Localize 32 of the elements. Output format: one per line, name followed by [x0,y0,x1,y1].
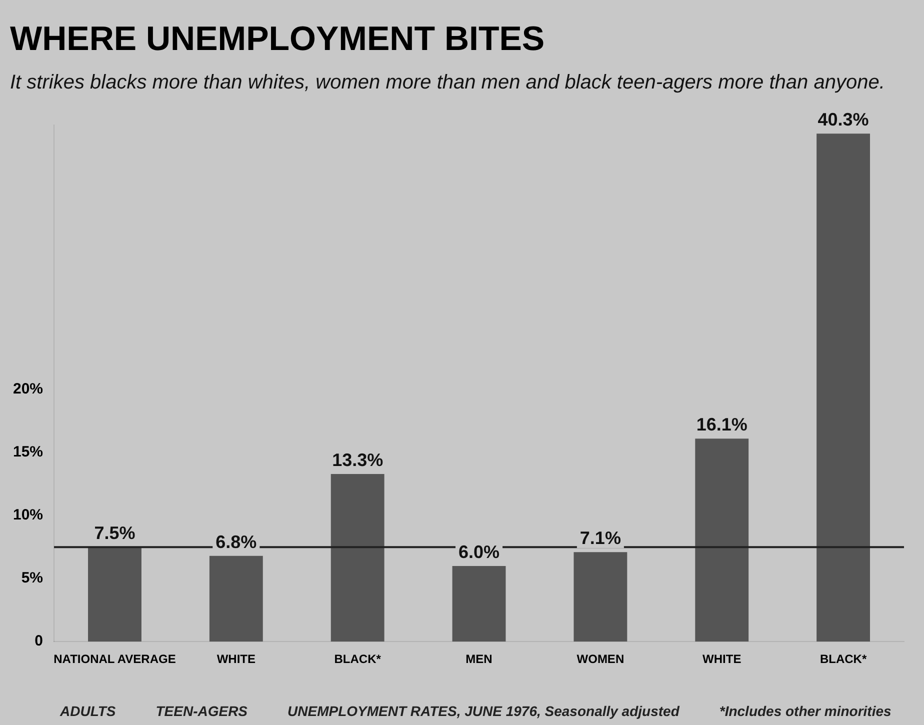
bar [88,547,142,642]
bar [209,556,263,642]
y-tick-label: 10% [12,506,44,524]
x-tick-label: BLACK* [820,652,867,666]
text: UNEMPLOYMENT RATES, JUNE 1976, Seasonally adjusted [288,703,680,719]
bar [695,438,749,642]
text: *Includes other minorities [719,703,892,719]
text: TEEN-AGERS [156,703,248,719]
text: ADULTS [60,703,116,719]
data-label: 6.0% [458,542,500,562]
chart-title: WHERE UNEMPLOYMENT BITES [10,20,545,58]
y-tick-label: 20% [12,380,44,398]
y-tick-label: 5% [21,570,44,587]
data-label: 16.1% [696,414,748,435]
bar [816,134,870,642]
data-label: 7.1% [580,528,621,548]
x-tick-label: WOMEN [576,652,624,666]
chart-subtitle: It strikes blacks more than whites, women more than men and black teen-agers more than anyone. [10,71,885,94]
x-tick-label: BLACK* [334,652,382,666]
x-tick-label: MEN [466,652,492,666]
bar [574,552,628,642]
x-tick-label: WHITE [216,652,256,666]
data-label: 13.3% [332,450,384,470]
y-tick-label: 0 [34,632,44,650]
y-tick-label: 15% [12,444,44,461]
x-tick-label: NATIONAL AVERAGE [54,652,176,666]
data-label: 7.5% [94,523,136,544]
bar [452,566,506,642]
x-tick-label: WHITE [702,652,742,666]
data-label: 6.8% [216,532,257,552]
data-label: 40.3% [818,110,869,130]
bar [330,474,384,642]
